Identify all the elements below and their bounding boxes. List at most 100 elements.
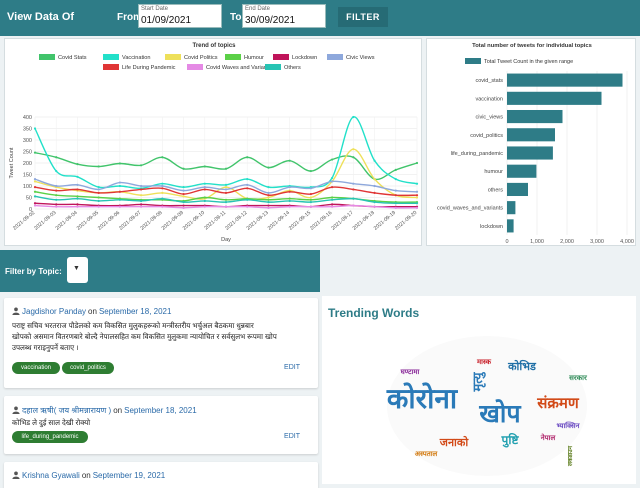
topic-dropdown[interactable]: ▼ [67,257,88,283]
legend-label: Humour [244,55,264,61]
y-tick-label: 0 [29,207,32,213]
trending-words-panel: Trending Words कोरोना खोप संक्रमण मृत्यु कोभ… [322,296,636,484]
tweet-on: on [88,307,97,316]
data-point [331,198,334,201]
data-point [203,196,206,199]
category-label: life_during_pandemic [451,151,504,157]
legend-swatch [327,54,343,60]
data-point [352,115,355,119]
data-point [246,183,249,186]
data-point [288,199,291,203]
bar-chart-title: Total number of tweets for individual to… [472,43,592,49]
view-data-title: View Data Of [7,11,75,23]
data-point [33,190,37,193]
data-point [224,183,228,186]
cloud-word: भ्याक्सिन [557,421,581,430]
x-axis-label: Day [221,237,231,243]
data-point [118,181,121,184]
tweet-author[interactable]: Jagdishor Panday [22,307,87,316]
data-point [97,186,100,189]
data-point [309,196,312,199]
data-point [33,195,37,198]
category-label: humour [484,169,503,175]
cloud-word: नेपाल [540,433,556,442]
data-point [246,198,249,201]
data-point [76,183,79,186]
word-cloud: कोरोना खोप संक्रमण मृत्यु कोभिड पुष्टि जनाको मा… [386,336,588,476]
data-point [352,156,355,159]
start-date-field[interactable]: Start Date 01/09/2021 [138,4,222,28]
data-point [394,178,397,181]
topic-chip[interactable]: life_during_pandemic [12,431,88,443]
data-point [415,161,419,165]
data-point [55,205,58,208]
data-point [331,205,334,208]
data-point [415,190,419,193]
tweet-card: दहाल ऋषी( जय श्रीमन्नारायण ) on September … [4,396,318,454]
x-tick-label: 0 [505,239,508,245]
data-point [352,182,355,185]
bar [507,146,553,160]
topic-totals-bar-chart: Total number of tweets for individual to… [437,43,634,245]
trend-line-chart: Trend of topics Covid Stats Vaccination Cov… [9,43,419,243]
data-point [140,184,143,188]
end-date-field[interactable]: End Date 30/09/2021 [242,4,326,28]
data-point [161,187,164,190]
cloud-word: जनाको [439,435,470,449]
tweet-line: उपलब्ध गराइनुपर्ने बताए । [12,343,79,352]
edit-button[interactable]: EDIT [284,364,300,371]
filter-button[interactable]: FILTER [338,7,388,27]
tweet-date[interactable]: September 19, 2021 [92,471,166,480]
x-tick-label: 2021-09-05 [76,210,100,232]
data-point [224,191,228,194]
data-point [76,203,79,206]
legend-swatch [187,64,203,70]
category-label: others [488,187,504,193]
topic-chip[interactable]: covid_politics [62,362,114,374]
trend-chart-panel: Trend of topics Covid Stats Vaccination Cov… [4,38,422,246]
tweet-date[interactable]: September 18, 2021 [98,307,172,316]
data-point [203,182,206,185]
data-point [33,204,37,207]
data-point [246,187,249,190]
topic-filter-bar: Filter by Topic: ▼ [0,250,320,292]
y-axis-label: Tweet Count [9,147,15,178]
edit-button[interactable]: EDIT [284,433,300,440]
data-point [352,197,355,200]
legend-label: Vaccination [122,55,151,61]
data-point [161,197,164,200]
data-point [331,186,334,189]
data-point [394,202,397,205]
cloud-word: कोरोना [386,382,459,415]
category-label: covid_politics [470,133,503,139]
data-point [55,189,58,192]
tweet-header: Jagdishor Panday on September 18, 2021 [12,307,171,316]
bar [507,164,537,178]
tweet-on: on [81,471,91,480]
data-point [288,186,291,189]
tweet-text: पराष्ट्र सचिव भरतराज पौडेलको कम विकसित म… [12,320,308,353]
data-point [182,167,185,170]
legend-swatch [273,54,289,60]
data-point [97,165,100,168]
word-cloud-backdrop [387,336,587,476]
cloud-word: पुष्टि [501,433,520,448]
data-point [267,198,270,201]
y-tick-label: 150 [23,173,32,179]
topic-chip[interactable]: vaccination [12,362,60,374]
data-point [182,195,185,198]
data-point [182,204,185,207]
data-point [288,205,291,208]
y-tick-label: 50 [26,196,32,202]
x-tick-label: 2021-09-20 [394,210,418,232]
data-point [76,195,79,198]
category-label: covid_stats [475,78,503,84]
data-point [309,205,312,208]
data-point [267,194,270,197]
tweet-date[interactable]: September 18, 2021 [124,406,197,415]
tweet-author[interactable]: Krishna Gyawali [22,471,80,480]
data-point [415,194,419,197]
category-label: lockdown [480,224,503,230]
y-tick-label: 200 [23,161,32,167]
tweet-author[interactable]: दहाल ऋषी( जय श्रीमन्नारायण ) [22,406,112,415]
